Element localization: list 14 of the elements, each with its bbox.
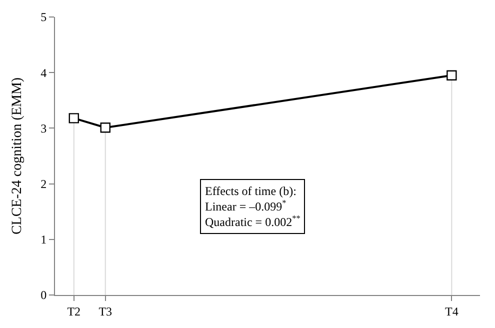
point (100, 122, 110, 133)
y-tick-label: 5 (40, 10, 47, 24)
x-tick-label: T4 (445, 304, 458, 318)
y-tick-label: 3 (40, 121, 47, 136)
annotation: Effects of time (b): Linear = –0.099$^{*}$ Quadratic = 0.002$^{**}$ (205, 184, 300, 230)
x-tick-label: T3 (98, 304, 112, 318)
x-tick-label: T2 (67, 304, 81, 318)
y-tick-label: 1 (40, 232, 47, 247)
point (446, 70, 457, 80)
y-tick-label: 0 (40, 288, 47, 302)
y-tick-label: 4 (40, 66, 47, 80)
y-tick-label: 2 (40, 177, 47, 191)
y-axis-title: CLCE-24 cognition (EMM) (10, 77, 26, 235)
point (68, 113, 79, 124)
